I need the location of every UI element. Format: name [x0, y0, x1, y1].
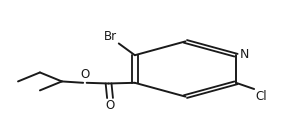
Text: Cl: Cl [256, 90, 267, 103]
Text: Br: Br [104, 30, 117, 43]
Text: O: O [81, 68, 90, 81]
Text: N: N [239, 48, 249, 61]
Text: O: O [105, 99, 115, 112]
